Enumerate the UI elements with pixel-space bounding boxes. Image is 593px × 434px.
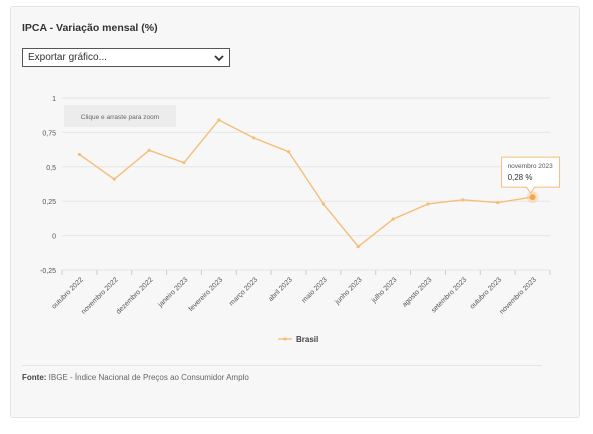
data-point[interactable]: [77, 152, 82, 157]
y-tick-label: 0,75: [42, 130, 56, 137]
data-point[interactable]: [147, 148, 151, 152]
data-point[interactable]: [529, 194, 536, 201]
x-tick-label: março 2023: [228, 276, 259, 307]
data-point[interactable]: [182, 161, 186, 165]
chart-card: [10, 6, 580, 418]
x-tick-label: abril 2023: [267, 276, 294, 303]
x-tick-label: maio 2023: [301, 276, 329, 304]
source-text: IBGE - Índice Nacional de Preços ao Cons…: [48, 373, 249, 382]
data-point[interactable]: [426, 202, 430, 206]
legend-label-brasil[interactable]: Brasil: [296, 335, 318, 344]
y-tick-label: 0,5: [46, 165, 56, 172]
x-tick-label: agosto 2023: [401, 276, 433, 308]
chevron-down-icon: [214, 55, 224, 62]
data-point[interactable]: [252, 136, 256, 140]
x-tick-label: fevereiro 2023: [188, 276, 225, 313]
series-line-brasil: [79, 119, 533, 248]
x-tick-label: outubro 2022: [51, 276, 85, 310]
x-tick-label: setembro 2023: [430, 276, 468, 314]
data-point[interactable]: [391, 217, 395, 221]
y-tick-label: -0,25: [40, 268, 56, 275]
x-tick-label: dezembro 2022: [115, 276, 154, 315]
data-point[interactable]: [321, 202, 326, 206]
data-point[interactable]: [286, 150, 291, 154]
y-tick-label: 0,25: [42, 199, 56, 206]
y-tick-label: 0: [52, 234, 56, 241]
x-tick-label: janeiro 2023: [157, 276, 190, 309]
x-tick-label: julho 2023: [370, 276, 399, 305]
zoom-hint-box: [64, 105, 176, 127]
data-point[interactable]: [112, 177, 116, 181]
data-point[interactable]: [496, 200, 500, 205]
legend-marker: [283, 337, 287, 341]
x-tick-label: novembro 2022: [80, 276, 119, 315]
y-tick-label: 1: [52, 96, 56, 103]
divider: [22, 365, 542, 366]
data-point[interactable]: [461, 198, 465, 202]
tooltip-month: novembro 2023: [508, 163, 554, 170]
export-chart-select[interactable]: Exportar gráfico...: [22, 48, 230, 67]
tooltip-value: 0,28 %: [508, 173, 533, 182]
x-tick-label: outubro 2023: [469, 276, 503, 310]
data-point[interactable]: [217, 118, 221, 122]
zoom-hint-text: Clique e arraste para zoom: [81, 114, 159, 121]
x-tick-label: novembro 2023: [499, 276, 538, 315]
export-chart-label: Exportar gráfico...: [28, 52, 107, 63]
chart-title: IPCA - Variação mensal (%): [22, 22, 158, 34]
tooltip-box: [501, 156, 561, 194]
source-note: Fonte: IBGE - Índice Nacional de Preços …: [22, 373, 249, 382]
x-tick-label: junho 2023: [334, 276, 364, 306]
data-point[interactable]: [356, 245, 360, 249]
source-label: Fonte:: [22, 373, 47, 382]
